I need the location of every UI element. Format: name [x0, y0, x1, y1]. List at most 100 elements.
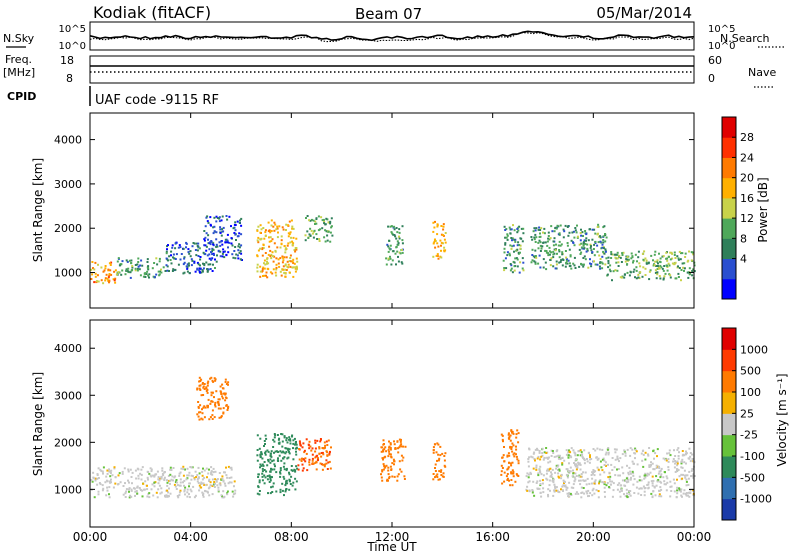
echo-cell — [206, 476, 208, 479]
echo-cell — [168, 255, 171, 258]
echo-cell — [207, 487, 210, 490]
echo-cell — [284, 268, 287, 271]
echo-cell — [389, 465, 392, 468]
echo-cell — [275, 228, 278, 231]
echo-cell — [185, 478, 188, 481]
echo-cell — [673, 262, 676, 265]
echo-cell — [143, 272, 146, 275]
echo-cell — [679, 258, 682, 261]
echo-cell — [166, 248, 168, 251]
echo-cell — [564, 250, 567, 252]
echo-cell — [513, 250, 515, 253]
echo-cell — [294, 442, 297, 444]
echo-cell — [280, 239, 283, 242]
echo-cell — [265, 262, 268, 265]
echo-cell — [210, 400, 213, 403]
echo-cell — [547, 495, 550, 498]
echo-cell — [186, 263, 189, 266]
echo-cell — [124, 482, 126, 485]
echo-cell — [206, 254, 209, 257]
echo-cell — [295, 450, 297, 453]
echo-cell — [125, 488, 128, 491]
echo-cell — [401, 251, 404, 254]
echo-cell — [601, 448, 604, 451]
echo-cell — [96, 473, 99, 476]
echo-cell — [268, 236, 270, 239]
echo-cell — [662, 269, 665, 272]
echo-cell — [191, 259, 194, 262]
echo-cell — [531, 248, 534, 251]
echo-cell — [108, 486, 111, 489]
echo-cell — [217, 403, 220, 406]
echo-cell — [536, 448, 539, 451]
echo-cell — [104, 267, 107, 270]
echo-cell — [190, 478, 193, 481]
echo-cell — [598, 448, 601, 451]
echo-cell — [107, 276, 110, 279]
echo-cell — [237, 245, 240, 248]
echo-cell — [199, 389, 202, 391]
echo-cell — [531, 259, 534, 262]
echo-cell — [153, 474, 156, 477]
echo-cell — [113, 279, 116, 282]
echo-cell — [685, 492, 688, 494]
echo-cell — [97, 467, 100, 470]
echo-cell — [610, 253, 613, 256]
echo-cell — [136, 269, 139, 272]
echo-cell — [219, 250, 222, 253]
echo-cell — [677, 258, 680, 261]
echo-cell — [644, 487, 647, 489]
echo-cell — [500, 433, 503, 436]
echo-cell — [147, 267, 150, 270]
echo-cell — [583, 480, 586, 482]
freq-panel: Freq. [MHz] 18 8 60 0 Nave — [3, 53, 776, 88]
echo-cell — [291, 469, 294, 472]
echo-cell — [683, 489, 686, 492]
echo-cell — [201, 418, 204, 421]
echo-cell — [108, 468, 110, 471]
echo-cell — [161, 472, 164, 475]
echo-cell — [264, 452, 267, 454]
echo-cell — [555, 227, 558, 230]
echo-cell — [612, 270, 615, 273]
echo-cell — [311, 218, 313, 221]
echo-cell — [665, 489, 668, 492]
echo-cell — [436, 253, 439, 256]
echo-cell — [627, 258, 630, 261]
echo-cell — [270, 455, 273, 458]
echo-cell — [658, 493, 661, 496]
echo-cell — [401, 262, 404, 265]
echo-cell — [210, 394, 213, 397]
echo-cell — [310, 229, 313, 232]
echo-cell — [665, 251, 668, 254]
echo-cell — [667, 466, 670, 469]
echo-cell — [635, 269, 638, 272]
echo-cell — [224, 471, 226, 474]
echo-cell — [597, 223, 600, 226]
echo-cell — [263, 274, 266, 277]
echo-cell — [388, 477, 391, 480]
echo-cell — [601, 243, 604, 246]
echo-cell — [668, 449, 671, 452]
echo-cell — [274, 450, 277, 453]
echo-cell — [288, 260, 291, 262]
echo-cell — [134, 264, 137, 266]
echo-cell — [295, 248, 298, 251]
echo-cell — [292, 275, 295, 278]
echo-cell — [552, 240, 555, 243]
echo-cell — [387, 466, 390, 469]
echo-cell — [207, 268, 210, 271]
echo-cell — [599, 267, 602, 270]
echo-cell — [657, 266, 660, 269]
echo-cell — [664, 272, 667, 275]
echo-cell — [224, 378, 227, 381]
echo-cell — [554, 471, 557, 474]
echo-cell — [537, 228, 540, 231]
echo-cell — [178, 472, 181, 475]
echo-cell — [219, 226, 222, 229]
echo-cell — [615, 261, 618, 264]
echo-cell — [558, 256, 561, 259]
echo-cell — [398, 460, 401, 463]
echo-cell — [384, 455, 387, 458]
echo-cell — [591, 251, 594, 254]
